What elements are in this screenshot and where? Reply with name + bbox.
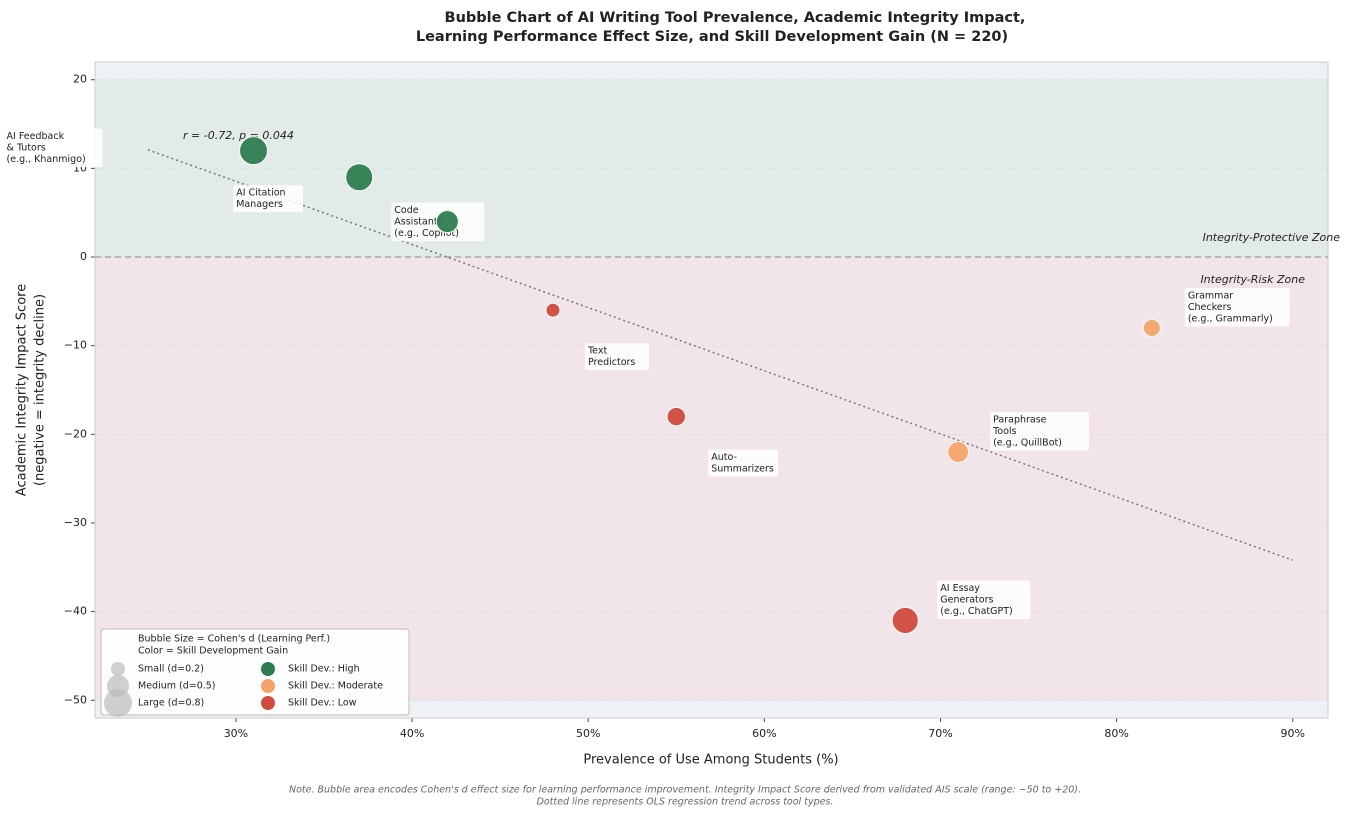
point-label: (e.g., Copilot) (394, 228, 459, 239)
bubble (947, 441, 970, 464)
label-box (937, 580, 1031, 619)
point-label: (e.g., Khanmigo) (7, 154, 86, 165)
label-box (990, 412, 1089, 451)
label-box (1184, 287, 1290, 327)
point-label: Managers (236, 199, 283, 210)
point-label: Checkers (1188, 302, 1232, 313)
point-label: Tools (992, 426, 1016, 437)
label-box (233, 185, 304, 213)
point-label: Generators (940, 594, 993, 605)
zone (95, 257, 1328, 701)
y-tick-label: 0 (80, 250, 87, 263)
legend-box (100, 628, 410, 716)
legend-color-marker (261, 696, 275, 710)
legend-color-marker (261, 662, 275, 676)
trend-annotation: r = -0.72, p = 0.044 (183, 129, 294, 142)
legend-label: Skill Dev.: High (288, 664, 360, 675)
legend-label: Medium (d=0.5) (138, 681, 216, 692)
x-tick-label: 30% (224, 727, 248, 740)
point-label: Text (587, 346, 607, 357)
bubble (1142, 318, 1161, 338)
x-tick-label: 50% (576, 727, 600, 740)
legend-label: Small (d=0.2) (138, 664, 204, 675)
point-label: (e.g., Grammarly) (1188, 313, 1273, 324)
legend-title: Bubble Size = Cohen's d (Learning Perf.) (138, 634, 330, 645)
legend-color-marker (261, 679, 275, 693)
label-box (584, 343, 649, 371)
point-label: Assistants (394, 217, 442, 228)
point-label: AI Feedback (7, 131, 65, 142)
plot-frame (94, 61, 1329, 719)
point-label: (e.g., QuillBot) (993, 438, 1062, 449)
point-label: Auto- (711, 452, 737, 463)
bubble (545, 302, 561, 318)
point-label: AI Citation (236, 188, 285, 199)
legend-size-marker (104, 689, 132, 717)
zone-label: Integrity-Protective Zone (1203, 231, 1341, 244)
bubble (891, 606, 919, 635)
y-tick-label: −40 (64, 605, 87, 618)
y-tick-label: −50 (64, 693, 87, 706)
chart-title: Learning Performance Effect Size, and Sk… (416, 29, 1008, 45)
x-axis-title: Prevalence of Use Among Students (%) (583, 753, 838, 768)
x-tick-label: 70% (928, 727, 952, 740)
label-box (3, 128, 103, 168)
point-label: Code (394, 205, 418, 216)
legend-label: Skill Dev.: Low (288, 698, 357, 709)
legend-label: Skill Dev.: Moderate (288, 681, 383, 692)
point-label: & Tutors (7, 143, 46, 154)
x-tick-label: 80% (1104, 727, 1128, 740)
y-tick-label: −10 (64, 339, 87, 352)
bubble (239, 136, 269, 166)
y-axis-title: Academic Integrity Impact Score (15, 284, 30, 496)
x-tick-label: 40% (400, 727, 424, 740)
chart-title: Bubble Chart of AI Writing Tool Prevalen… (445, 10, 1026, 26)
note: Dotted line represents OLS regression tr… (537, 797, 834, 808)
y-axis-title: (negative = integrity decline) (33, 294, 48, 486)
point-label: Predictors (588, 357, 635, 368)
y-tick-label: 20 (73, 73, 87, 86)
legend-title: Color = Skill Development Gain (138, 646, 288, 657)
y-tick-label: −30 (64, 516, 87, 529)
zone (95, 79, 1328, 258)
point-label: AI Essay (940, 583, 980, 594)
note: Note. Bubble area encodes Cohen's d effe… (289, 785, 1081, 796)
bubble (345, 163, 374, 192)
point-label: Paraphrase (993, 415, 1047, 426)
point-label: Grammar (1188, 290, 1233, 301)
x-tick-label: 60% (752, 727, 776, 740)
zone-label: Integrity-Risk Zone (1200, 273, 1305, 286)
legend-label: Large (d=0.8) (138, 698, 204, 709)
label-box (708, 449, 779, 477)
bubble (666, 406, 687, 427)
point-label: Summarizers (711, 464, 774, 475)
point-label: (e.g., ChatGPT) (940, 606, 1012, 617)
y-tick-label: −20 (64, 427, 87, 440)
legend-size-marker (111, 662, 125, 676)
bubble (435, 210, 459, 234)
x-tick-label: 90% (1281, 727, 1305, 740)
